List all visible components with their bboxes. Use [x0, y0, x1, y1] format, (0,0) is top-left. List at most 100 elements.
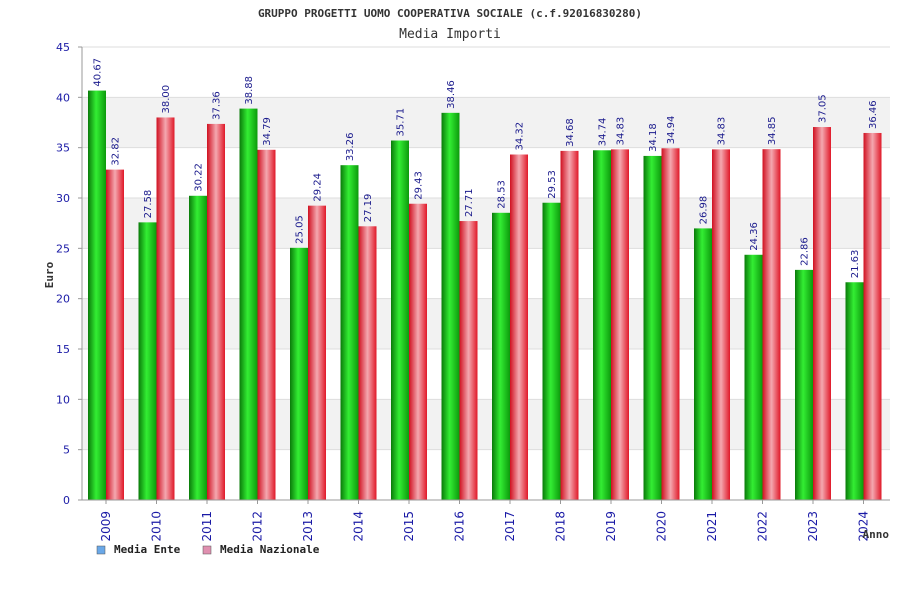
x-tick-label: 2015: [402, 511, 416, 542]
bar-media-ente: [290, 247, 308, 500]
y-axis-ticks: 0 5 10 15 20 25 30 35 40 45: [56, 41, 82, 507]
data-label: 35.71: [396, 108, 407, 137]
x-tick-label: 2009: [99, 511, 113, 542]
data-label: 22.86: [800, 237, 811, 266]
data-label: 24.36: [749, 222, 760, 251]
bar-media-nazionale: [712, 149, 730, 501]
data-label: 40.67: [93, 58, 104, 87]
data-label: 29.43: [414, 171, 425, 200]
bar-media-nazionale: [661, 148, 680, 500]
data-label: 34.83: [616, 117, 627, 146]
bar-media-nazionale: [459, 221, 478, 500]
data-label: 28.53: [497, 180, 508, 209]
bar-media-nazionale: [409, 203, 427, 500]
legend: Media Ente Media Nazionale: [96, 543, 320, 556]
bar-media-nazionale: [207, 123, 225, 500]
x-tick-label: 2024: [857, 511, 871, 542]
bar-media-nazionale: [813, 127, 831, 500]
bar-media-nazionale: [611, 149, 629, 501]
x-tick-label: 2010: [150, 511, 164, 542]
data-label: 38.46: [446, 80, 457, 109]
y-tick-label: 10: [56, 393, 70, 406]
data-label: 34.18: [648, 123, 659, 152]
y-tick-label: 15: [56, 343, 70, 356]
data-label: 38.00: [161, 85, 172, 114]
x-tick-label: 2022: [756, 511, 770, 542]
x-tick-label: 2019: [604, 511, 618, 542]
bar-media-nazionale: [106, 169, 124, 500]
data-labels: 40.67 32.82 27.58 38.00 30.22 37.36 38.88 34.79…: [93, 58, 880, 278]
bars: [88, 90, 882, 501]
x-tick-label: 2021: [705, 511, 719, 542]
data-label: 29.53: [547, 170, 558, 199]
bar-media-ente: [795, 269, 813, 500]
x-tick-label: 2016: [453, 511, 467, 542]
y-tick-label: 5: [63, 444, 70, 457]
data-label: 29.24: [313, 173, 324, 202]
bar-media-ente: [492, 212, 510, 500]
data-label: 27.71: [464, 188, 475, 217]
data-label: 38.88: [244, 76, 255, 105]
y-tick-label: 0: [63, 494, 70, 507]
y-tick-label: 35: [56, 142, 70, 155]
data-label: 37.05: [818, 94, 829, 123]
bar-media-nazionale: [762, 149, 781, 500]
y-axis-label: Euro: [43, 261, 56, 288]
data-label: 30.22: [194, 163, 205, 192]
data-label: 25.05: [295, 215, 306, 244]
data-label: 32.82: [111, 137, 122, 166]
bar-media-nazionale: [308, 205, 326, 500]
bar-media-ente: [340, 165, 359, 500]
data-label: 26.98: [699, 196, 710, 225]
data-label: 34.94: [666, 116, 677, 145]
bar-media-ente: [138, 222, 157, 500]
bar-media-ente: [239, 108, 258, 500]
bar-media-ente: [441, 112, 460, 500]
bar-media-nazionale: [863, 132, 882, 500]
legend-swatch-media-nazionale: [202, 545, 212, 555]
y-tick-label: 25: [56, 242, 70, 255]
x-tick-label: 2023: [806, 511, 820, 542]
data-label: 34.83: [717, 117, 728, 146]
legend-label-media-ente: Media Ente: [114, 543, 181, 556]
bar-media-nazionale: [358, 226, 377, 500]
data-label: 34.32: [515, 122, 526, 151]
bar-media-ente: [744, 254, 763, 500]
bar-media-nazionale: [257, 149, 276, 500]
x-tick-label: 2020: [655, 511, 669, 542]
chart-subtitle: Media Importi: [399, 27, 501, 42]
bar-media-ente: [189, 195, 207, 500]
bar-media-ente: [88, 90, 106, 500]
x-axis-ticks: 2009 2010 2011 2012 2013 2014 2015 2016 2017 2018…: [99, 500, 871, 542]
x-tick-label: 2017: [503, 511, 517, 542]
x-tick-label: 2013: [301, 511, 315, 542]
bar-media-ente: [643, 155, 662, 500]
bar-media-nazionale: [510, 154, 528, 500]
legend-label-media-nazionale: Media Nazionale: [220, 543, 320, 556]
x-tick-label: 2012: [251, 511, 265, 542]
bar-media-ente: [391, 140, 409, 500]
x-tick-label: 2018: [554, 511, 568, 542]
data-label: 27.19: [363, 194, 374, 223]
data-label: 37.36: [212, 91, 223, 120]
bar-media-ente: [593, 150, 611, 500]
data-label: 27.58: [143, 190, 154, 219]
data-label: 33.26: [345, 133, 356, 162]
bar-media-nazionale: [156, 117, 175, 500]
y-tick-label: 30: [56, 192, 70, 205]
data-label: 34.79: [262, 117, 273, 146]
data-label: 21.63: [850, 250, 861, 279]
plot-band: [82, 47, 890, 98]
data-label: 34.85: [767, 117, 778, 146]
bar-media-ente: [542, 202, 561, 501]
data-label: 36.46: [868, 100, 879, 129]
x-axis-label: Anno: [863, 528, 890, 541]
bar-media-ente: [694, 228, 712, 500]
y-tick-label: 20: [56, 293, 70, 306]
data-label: 34.74: [598, 118, 609, 147]
chart-title: GRUPPO PROGETTI UOMO COOPERATIVA SOCIALE…: [258, 7, 642, 20]
bar-media-nazionale: [560, 150, 579, 500]
x-tick-label: 2011: [200, 511, 214, 542]
x-tick-label: 2014: [352, 511, 366, 542]
